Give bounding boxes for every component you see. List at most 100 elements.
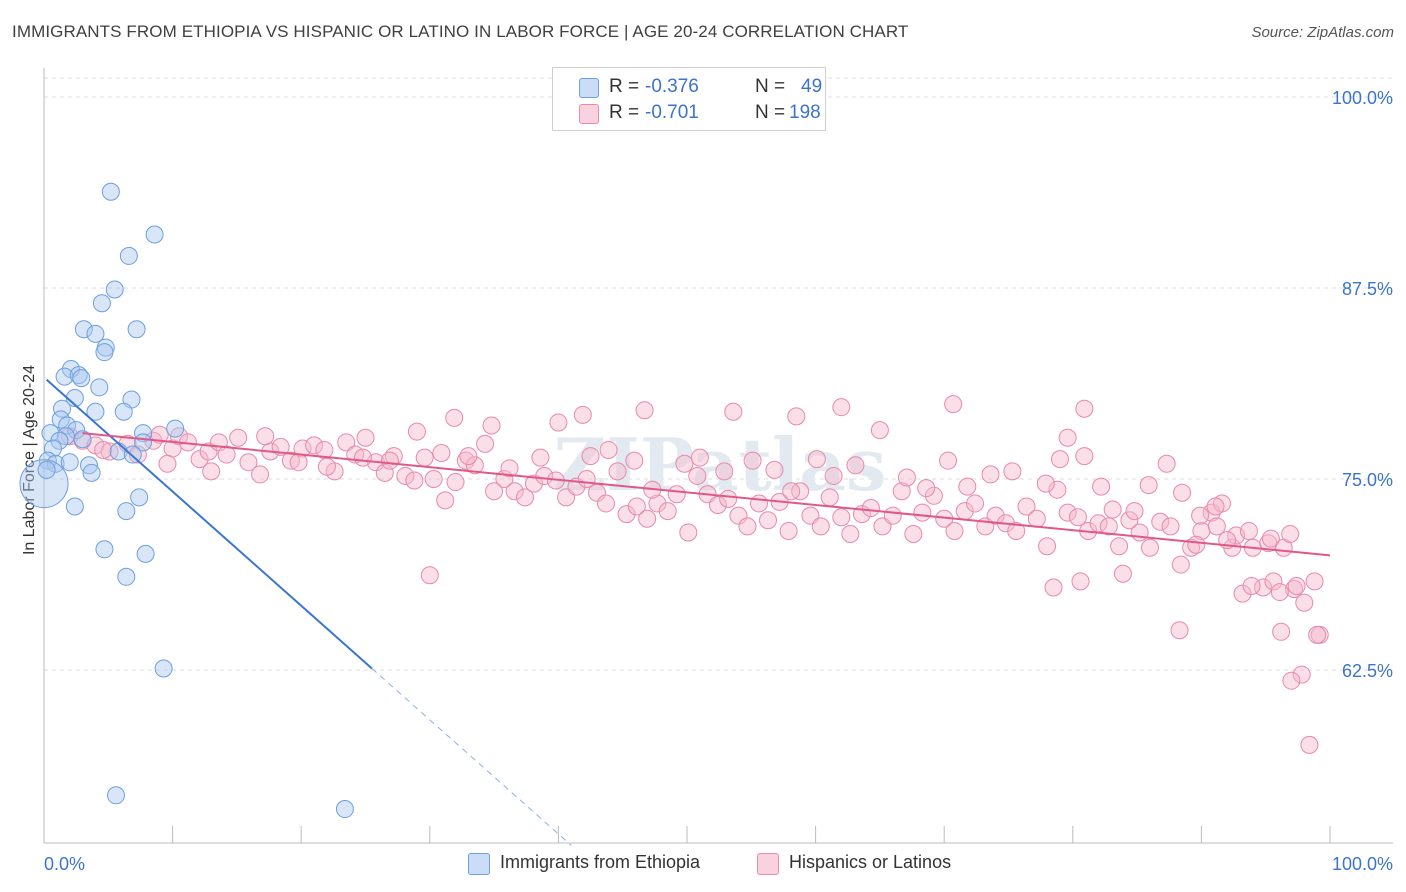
hispanic-point <box>846 456 865 475</box>
hispanic-point <box>1254 578 1273 597</box>
hispanic-point <box>515 488 534 507</box>
hispanic-point <box>904 525 923 544</box>
hispanic-point <box>459 447 478 466</box>
hispanic-point <box>1140 538 1159 557</box>
hispanic-point <box>883 506 902 525</box>
hispanic-point <box>531 448 550 467</box>
hispanic-point <box>913 503 932 522</box>
hispanic-point <box>1272 622 1291 641</box>
hispanic-point <box>1130 523 1149 542</box>
hispanic-point <box>1139 476 1158 495</box>
hispanic-point <box>779 521 798 540</box>
hispanic-point <box>861 499 880 518</box>
y-tick-label: 87.5% <box>1342 279 1393 299</box>
hispanic-point <box>380 451 399 470</box>
hispanic-point <box>353 448 372 467</box>
hispanic-point <box>1120 511 1139 530</box>
hispanic-point <box>679 523 698 542</box>
hispanic-point <box>787 407 806 426</box>
hispanic-point <box>715 462 734 481</box>
hispanic-point <box>485 482 504 501</box>
ethiopia-point <box>90 378 109 397</box>
ethiopia-point <box>119 246 138 265</box>
hispanic-point <box>986 506 1005 525</box>
hispanic-point <box>1050 450 1069 469</box>
hispanic-point <box>1308 625 1327 644</box>
hispanic-point <box>945 521 964 540</box>
hispanic-point <box>708 495 727 514</box>
hispanic-point <box>432 444 451 463</box>
ethiopia-point <box>136 544 155 563</box>
hispanic-point <box>190 450 209 469</box>
hispanic-point <box>476 434 495 453</box>
hispanic-point <box>1027 509 1046 528</box>
hispanic-point <box>599 440 618 459</box>
ethiopia-point <box>73 430 92 449</box>
hispanic-point <box>617 505 636 524</box>
hispanic-point <box>924 486 943 505</box>
ethiopia-point <box>41 424 60 443</box>
ethiopia-point <box>50 431 69 450</box>
ethiopia-point <box>60 453 79 472</box>
hispanic-point <box>729 506 748 525</box>
hispanic-point <box>415 448 434 467</box>
ethiopia-point <box>19 459 69 509</box>
hispanic-point <box>667 485 686 504</box>
hispanic-point <box>202 462 221 481</box>
hispanic-point <box>648 494 667 513</box>
hispanic-point <box>1270 583 1289 602</box>
hispanic-point <box>337 433 356 452</box>
hispanic-point <box>239 453 258 472</box>
hispanic-point <box>396 466 415 485</box>
ethiopia-point <box>86 324 105 343</box>
hispanic-point <box>1233 584 1252 603</box>
hispanic-point <box>1161 517 1180 536</box>
hispanic-point <box>608 462 627 481</box>
hispanic-point <box>1036 474 1055 493</box>
hispanic-point <box>1017 497 1036 516</box>
ethiopia-point <box>95 343 114 362</box>
hispanic-point <box>719 489 738 508</box>
y-tick-label: 62.5% <box>1342 661 1393 681</box>
hispanic-point <box>966 494 985 513</box>
hispanic-point <box>743 451 762 470</box>
hispanic-point <box>1171 555 1190 574</box>
hispanic-point <box>638 509 657 528</box>
hispanic-point <box>658 502 677 521</box>
n-label: N = <box>755 102 786 123</box>
hispanic-point <box>524 474 543 493</box>
hispanic-point <box>500 459 519 478</box>
hispanic-point <box>1075 399 1094 418</box>
hispanic-point <box>420 566 439 585</box>
hispanic-swatch <box>579 104 599 124</box>
hispanic-point <box>1003 462 1022 481</box>
hispanic-point <box>981 465 1000 484</box>
x-tick-label-left: 0.0% <box>44 854 85 874</box>
hispanic-point <box>305 436 324 455</box>
hispanic-point <box>750 494 769 513</box>
ethiopia-point <box>74 320 93 339</box>
hispanic-point <box>1284 580 1303 599</box>
hispanic-point <box>1151 512 1170 531</box>
hispanic-point <box>581 447 600 466</box>
hispanic-point <box>1038 537 1057 556</box>
hispanic-point <box>1242 576 1261 595</box>
hispanic-point <box>625 451 644 470</box>
n-value: 49 <box>801 76 823 97</box>
ethiopia-point <box>82 463 101 482</box>
hispanic-point <box>1099 517 1118 536</box>
hispanic-point <box>1068 508 1087 527</box>
hispanic-point <box>1182 538 1201 557</box>
ethiopia-point <box>67 421 86 440</box>
ethiopia-point <box>166 419 185 438</box>
hispanic-point <box>1007 521 1026 540</box>
hispanic-point <box>688 466 707 485</box>
r-label: R = <box>609 76 640 97</box>
hispanic-point <box>256 427 275 446</box>
hispanic-point <box>424 470 443 488</box>
ethiopia-point <box>92 294 111 313</box>
ethiopia-point <box>37 460 56 479</box>
ethiopia-point <box>134 424 153 443</box>
hispanic-point <box>1157 454 1176 473</box>
hispanic-point <box>1044 578 1063 597</box>
